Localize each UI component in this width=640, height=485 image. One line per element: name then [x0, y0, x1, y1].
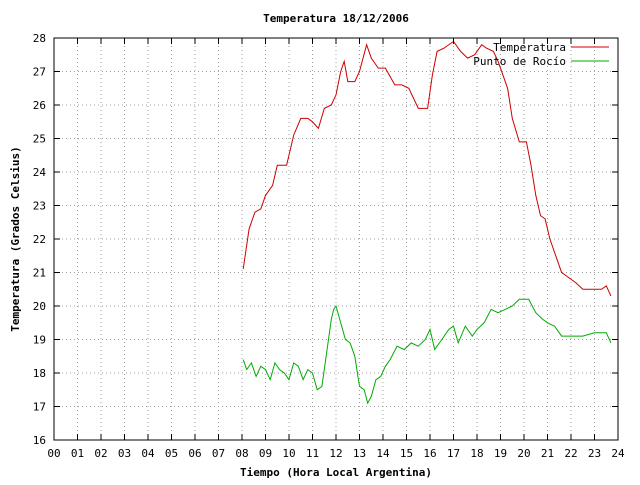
- y-tick-label: 22: [33, 233, 46, 246]
- x-tick-label: 07: [212, 447, 225, 460]
- y-tick-label: 25: [33, 133, 46, 146]
- x-tick-label: 12: [329, 447, 342, 460]
- y-tick-label: 24: [33, 166, 47, 179]
- x-tick-label: 05: [165, 447, 178, 460]
- y-tick-label: 21: [33, 267, 46, 280]
- x-tick-label: 14: [376, 447, 390, 460]
- y-tick-label: 20: [33, 300, 46, 313]
- legend-label: Punto de Rocío: [473, 55, 566, 68]
- y-tick-label: 18: [33, 367, 46, 380]
- x-tick-label: 01: [71, 447, 84, 460]
- series-layer: [242, 40, 612, 405]
- x-tick-label: 15: [400, 447, 413, 460]
- y-tick-label: 16: [33, 434, 46, 447]
- chart-title: Temperatura 18/12/2006: [263, 12, 409, 25]
- x-tick-label: 17: [447, 447, 460, 460]
- x-tick-label: 13: [353, 447, 366, 460]
- y-tick-label: 26: [33, 99, 46, 112]
- x-tick-label: 08: [235, 447, 248, 460]
- x-tick-labels: 00 01 02 03 04 05 06 07 08 09 10 11 12 13 14 15 16 17 18 19…: [47, 447, 625, 460]
- x-tick-label: 10: [282, 447, 295, 460]
- grid-lines: [54, 38, 618, 440]
- tick-marks: [53, 37, 619, 441]
- x-tick-label: 06: [188, 447, 201, 460]
- x-tick-label: 00: [47, 447, 60, 460]
- y-tick-label: 19: [33, 334, 46, 347]
- x-tick-label: 19: [494, 447, 507, 460]
- x-tick-label: 11: [306, 447, 319, 460]
- x-tick-label: 04: [141, 447, 155, 460]
- y-axis-label: Temperatura (Grados Celsius): [9, 146, 22, 331]
- y-tick-label: 27: [33, 66, 46, 79]
- x-tick-label: 02: [94, 447, 107, 460]
- x-axis-label: Tiempo (Hora Local Argentina): [240, 466, 432, 479]
- x-tick-label: 22: [564, 447, 577, 460]
- legend-label: Temperatura: [493, 41, 566, 54]
- x-tick-label: 18: [470, 447, 483, 460]
- x-tick-label: 09: [259, 447, 272, 460]
- temperature-series-line: [242, 40, 612, 297]
- y-tick-label: 28: [33, 32, 46, 45]
- x-tick-label: 21: [541, 447, 554, 460]
- y-tick-label: 17: [33, 401, 46, 414]
- dew-point-series-line: [242, 298, 612, 405]
- x-tick-label: 23: [588, 447, 601, 460]
- y-tick-labels: 16 17 18 19 20 21 22 23 24 25 26 27 28: [33, 32, 47, 447]
- y-tick-label: 23: [33, 200, 46, 213]
- x-tick-label: 20: [517, 447, 530, 460]
- x-tick-label: 03: [118, 447, 131, 460]
- x-tick-label: 16: [423, 447, 436, 460]
- x-tick-label: 24: [611, 447, 625, 460]
